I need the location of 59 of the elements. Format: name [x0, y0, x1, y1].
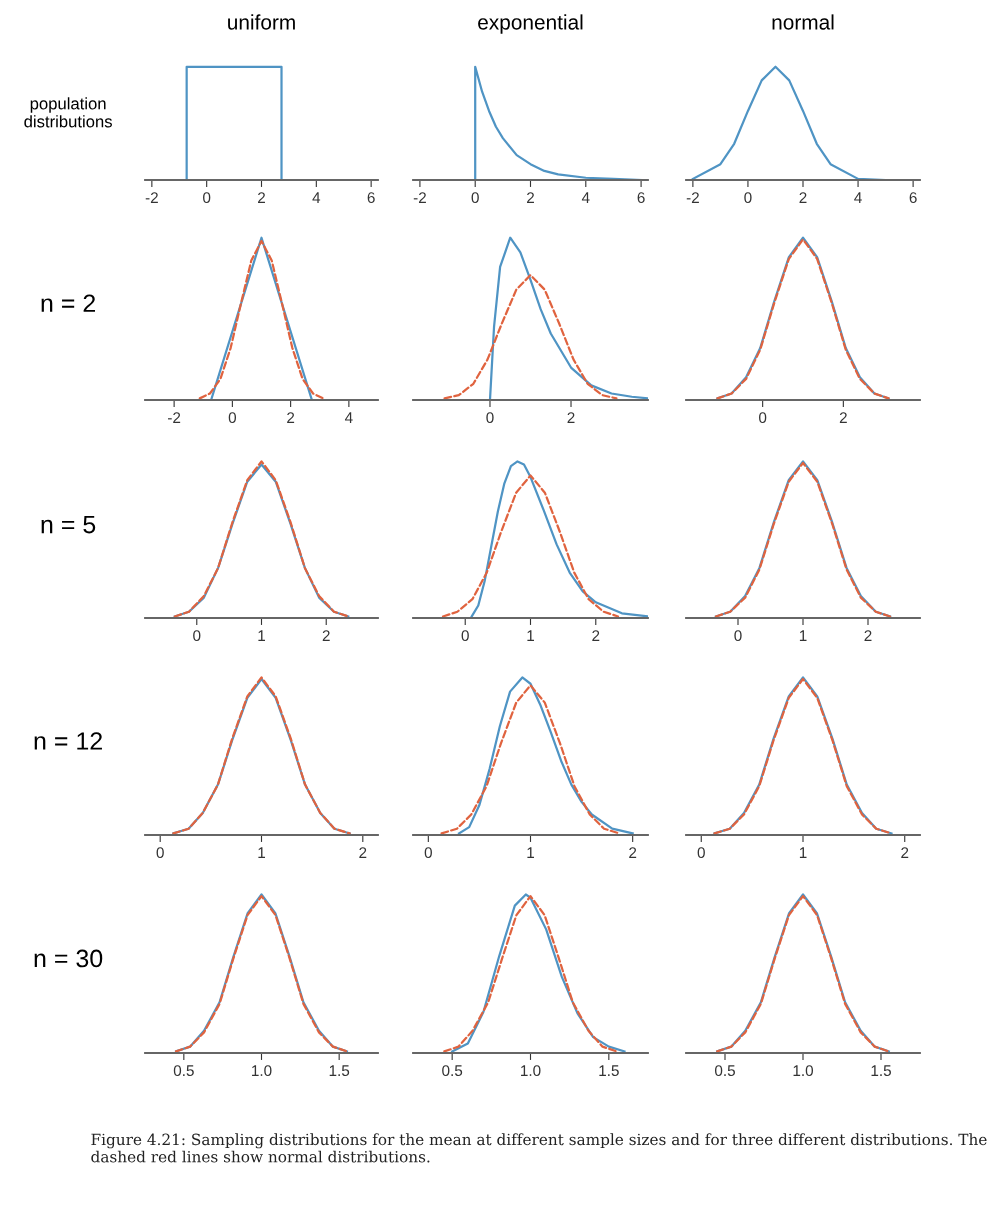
x-tick-label: 1.5	[599, 1065, 619, 1077]
x-tick-label: 2	[567, 412, 575, 423]
x-tick-label: 0	[471, 192, 479, 204]
x-tick-label: 4	[581, 192, 590, 203]
x-tick-label: 4	[312, 192, 321, 203]
x-tick-label: 4	[854, 192, 862, 203]
x-tick-label: 2	[839, 412, 847, 423]
x-tick-label: 0	[486, 412, 494, 424]
chart-title: normal	[772, 14, 834, 30]
x-tick-label: 0	[744, 192, 752, 204]
x-tick-label: 2	[287, 412, 295, 423]
x-tick-label: 0	[697, 847, 705, 859]
y-axis-title: n = 30	[34, 949, 103, 968]
x-tick-label: 2	[592, 630, 600, 641]
y-axis-title: population distributions	[24, 97, 112, 128]
x-tick-label: 6	[367, 192, 375, 204]
x-tick-label: 1.0	[252, 1065, 272, 1077]
x-tick-label: 1	[258, 630, 265, 641]
y-axis-title: n = 2	[41, 294, 96, 312]
y-axis-title: n = 12	[34, 732, 102, 750]
x-tick-label: 1.0	[793, 1065, 814, 1077]
x-tick-label: 2	[629, 847, 637, 858]
x-tick-label: 0	[193, 630, 201, 642]
x-tick-label: 6	[909, 192, 917, 204]
x-tick-label: 0.5	[173, 1065, 194, 1077]
caption: Figure 4.21: Sampling distributions for the mean at different sample sizes and for three different distributions. The dashed red lines show normal distributions.	[91, 1133, 987, 1163]
x-tick-label: -2	[686, 192, 699, 203]
x-tick-label: 0	[156, 847, 164, 859]
y-axis-title: n = 5	[41, 515, 96, 534]
x-tick-label: -2	[168, 412, 181, 423]
chart-title: exponential	[478, 14, 583, 34]
x-tick-label: 1.5	[329, 1065, 350, 1077]
x-tick-label: 1.5	[871, 1065, 891, 1077]
x-tick-label: 1	[799, 630, 807, 641]
x-tick-label: 1	[527, 630, 534, 641]
x-tick-label: 0	[228, 412, 237, 424]
x-tick-label: 1	[799, 847, 807, 858]
x-tick-label: 1	[527, 847, 534, 858]
x-tick-label: -2	[413, 192, 426, 203]
x-tick-label: 2	[322, 630, 330, 641]
x-tick-label: 2	[799, 192, 807, 203]
x-tick-label: 1.0	[521, 1065, 541, 1077]
x-tick-label: 2	[864, 630, 872, 641]
x-tick-label: 6	[637, 192, 645, 204]
x-tick-label: 2	[901, 847, 909, 858]
x-tick-label: 0	[734, 630, 742, 642]
x-tick-label: 4	[344, 412, 353, 423]
chart-title: uniform	[228, 14, 295, 30]
x-tick-label: 1	[258, 847, 265, 858]
x-tick-label: 0	[203, 192, 211, 204]
x-tick-label: 2	[527, 192, 534, 203]
x-tick-label: 0.5	[714, 1065, 735, 1077]
x-tick-label: 2	[359, 847, 367, 858]
x-tick-label: 0	[424, 847, 432, 859]
x-tick-label: 2	[258, 192, 265, 203]
x-tick-label: 0.5	[442, 1065, 463, 1077]
x-tick-label: 0	[759, 412, 767, 424]
x-tick-label: -2	[145, 192, 158, 203]
x-tick-label: 0	[461, 630, 469, 642]
